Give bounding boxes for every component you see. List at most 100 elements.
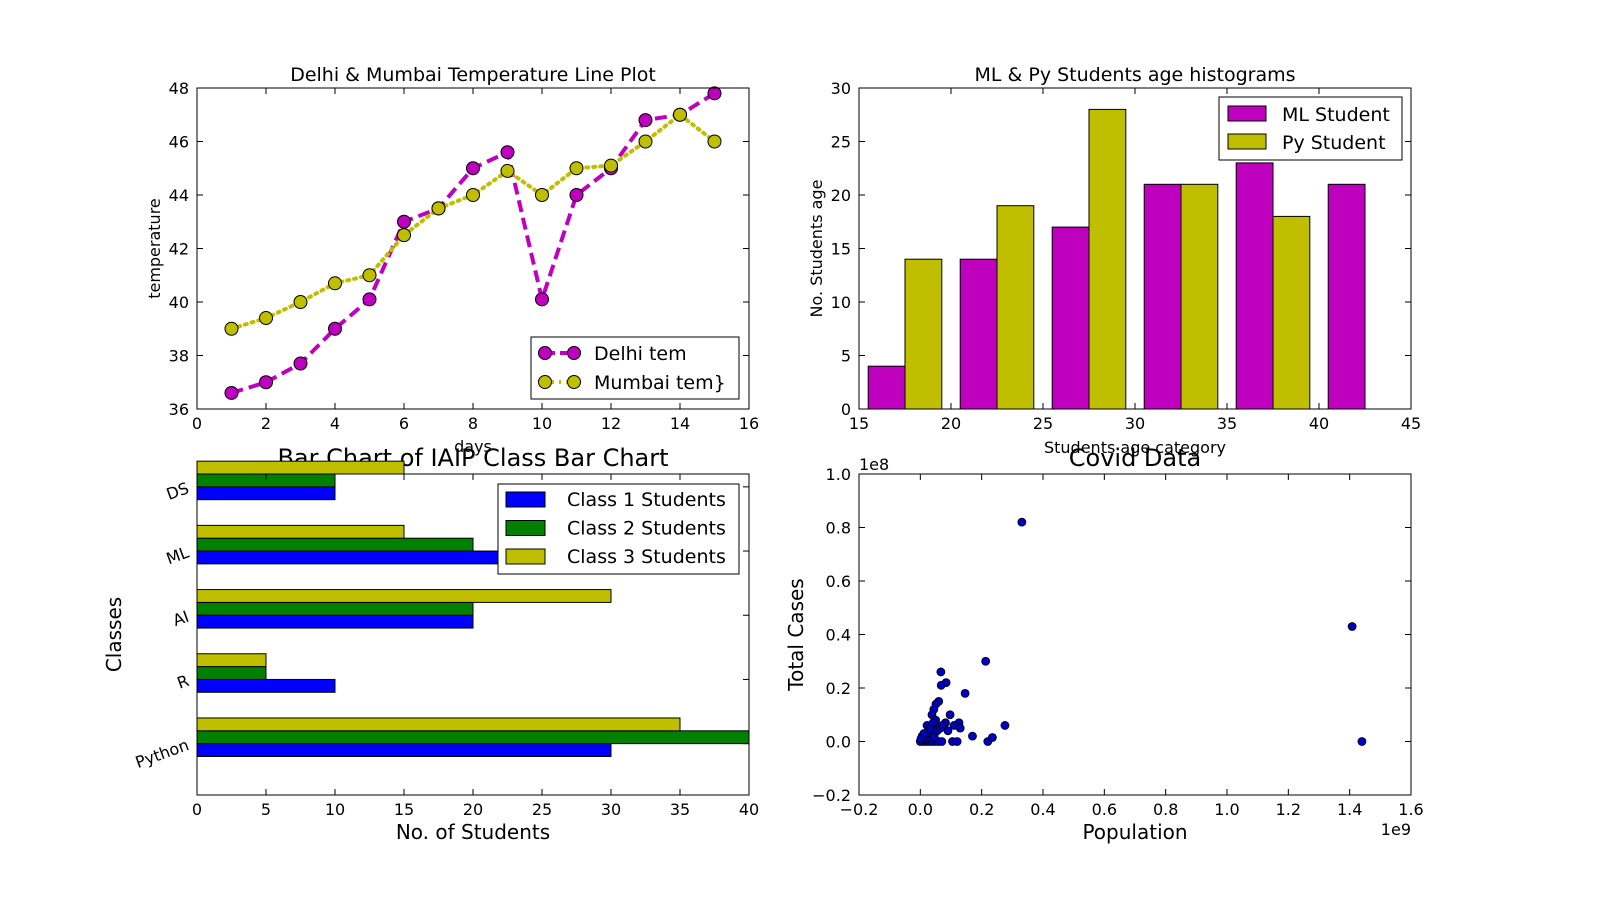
data-point xyxy=(362,292,377,307)
legend-box xyxy=(530,336,740,400)
axes-frame xyxy=(858,473,1412,796)
data-point xyxy=(328,321,342,336)
y-tick-label: 5 xyxy=(841,347,851,366)
x-tick-label: 30 xyxy=(1125,414,1145,433)
histogram-bar xyxy=(1180,183,1219,410)
bar xyxy=(196,653,267,668)
y-tick-label: 0.4 xyxy=(826,626,851,645)
x-tick-label: 15 xyxy=(849,414,869,433)
bar xyxy=(196,537,474,552)
data-point xyxy=(259,311,273,326)
chart-title: ML & Py Students age histograms xyxy=(975,64,1296,86)
x-tick-label: 25 xyxy=(532,800,552,819)
y-tick-label: 42 xyxy=(169,240,189,259)
scatter-point xyxy=(1347,622,1357,631)
x-tick-label: 10 xyxy=(532,414,552,433)
y-tick-label: 20 xyxy=(831,186,851,205)
temperature-line-plot: Delhi & Mumbai Temperature Line Plot days… xyxy=(145,64,759,456)
x-tick-label: 15 xyxy=(394,800,414,819)
data-point xyxy=(673,107,687,122)
bar xyxy=(196,666,267,680)
x-tick-label: 1.6 xyxy=(1398,800,1423,819)
x-tick-label: 40 xyxy=(739,800,759,819)
legend-swatch xyxy=(505,520,546,536)
bar xyxy=(196,717,681,732)
y-tick-label: 0.2 xyxy=(826,679,851,698)
y-tick-label: DS xyxy=(164,478,192,504)
scatter-point xyxy=(981,656,991,666)
x-tick-label: 0.8 xyxy=(1153,800,1178,819)
data-point xyxy=(638,134,653,149)
y-offset-label: 1e8 xyxy=(859,455,889,474)
bar xyxy=(196,486,336,501)
y-axis-label: Total Cases xyxy=(784,578,808,691)
x-tick-label: 20 xyxy=(941,414,961,433)
scatter-point xyxy=(968,731,977,741)
data-point xyxy=(707,134,722,149)
data-point xyxy=(259,375,273,390)
y-tick-label: 0 xyxy=(841,400,851,419)
legend-swatch xyxy=(505,491,546,508)
y-tick-label: 48 xyxy=(169,79,189,98)
x-axis-label: Students age category xyxy=(1044,438,1226,457)
data-point xyxy=(362,268,377,283)
data-point xyxy=(707,86,722,101)
x-axis-label: Population xyxy=(1082,820,1187,844)
x-offset-label: 1e9 xyxy=(1381,820,1411,839)
data-point xyxy=(224,321,239,336)
y-tick-label: 46 xyxy=(169,133,189,152)
y-tick-label: Python xyxy=(133,735,192,772)
x-tick-label: 0.2 xyxy=(969,800,994,819)
x-tick-label: 2 xyxy=(261,414,271,433)
scatter-point xyxy=(960,688,970,698)
bar xyxy=(196,589,612,603)
data-point xyxy=(466,188,480,202)
chart-title: Delhi & Mumbai Temperature Line Plot xyxy=(290,64,656,86)
x-tick-label: 4 xyxy=(330,414,340,433)
legend-marker xyxy=(567,375,581,389)
x-tick-label: 1.0 xyxy=(1214,800,1239,819)
x-tick-label: 35 xyxy=(670,800,690,819)
legend-swatch xyxy=(1227,105,1267,122)
histogram-bar xyxy=(1051,226,1090,410)
x-tick-label: 0.0 xyxy=(908,800,933,819)
y-tick-label: 36 xyxy=(169,400,189,419)
data-point xyxy=(293,295,308,309)
data-point xyxy=(638,113,653,128)
x-tick-label: 25 xyxy=(1033,414,1053,433)
y-tick-label: −0.2 xyxy=(812,786,851,805)
data-point xyxy=(466,161,480,176)
histogram-bar xyxy=(1235,162,1274,410)
bar xyxy=(196,730,750,745)
x-tick-label: 5 xyxy=(261,800,271,819)
y-axis-label: temperature xyxy=(145,198,164,299)
bar xyxy=(196,524,405,539)
x-tick-label: 16 xyxy=(739,414,759,433)
y-tick-label: 40 xyxy=(169,293,189,312)
x-tick-label: 0.6 xyxy=(1092,800,1117,819)
bar xyxy=(196,460,405,475)
scatter-point xyxy=(1017,517,1027,527)
data-point xyxy=(569,188,584,202)
x-tick-label: 1.2 xyxy=(1276,800,1301,819)
scatter-point xyxy=(919,729,929,738)
scatter-point xyxy=(952,737,962,746)
data-point xyxy=(328,276,342,291)
x-tick-label: 0.4 xyxy=(1030,800,1055,819)
x-axis-label: No. of Students xyxy=(396,820,550,844)
data-point xyxy=(535,292,549,307)
data-point xyxy=(569,161,584,176)
x-tick-label: 40 xyxy=(1309,414,1329,433)
x-tick-label: 35 xyxy=(1217,414,1237,433)
x-tick-label: 12 xyxy=(601,414,621,433)
bar xyxy=(196,550,543,565)
scatter-point xyxy=(936,667,946,677)
chart-title: Covid Data xyxy=(1069,444,1201,472)
scatter-point xyxy=(943,726,953,736)
histogram-bar xyxy=(867,365,906,410)
legend-label: ML Student xyxy=(1282,104,1390,126)
legend-label: Class 2 Students xyxy=(567,518,726,540)
bar xyxy=(196,614,474,629)
histogram-bar xyxy=(904,258,943,410)
